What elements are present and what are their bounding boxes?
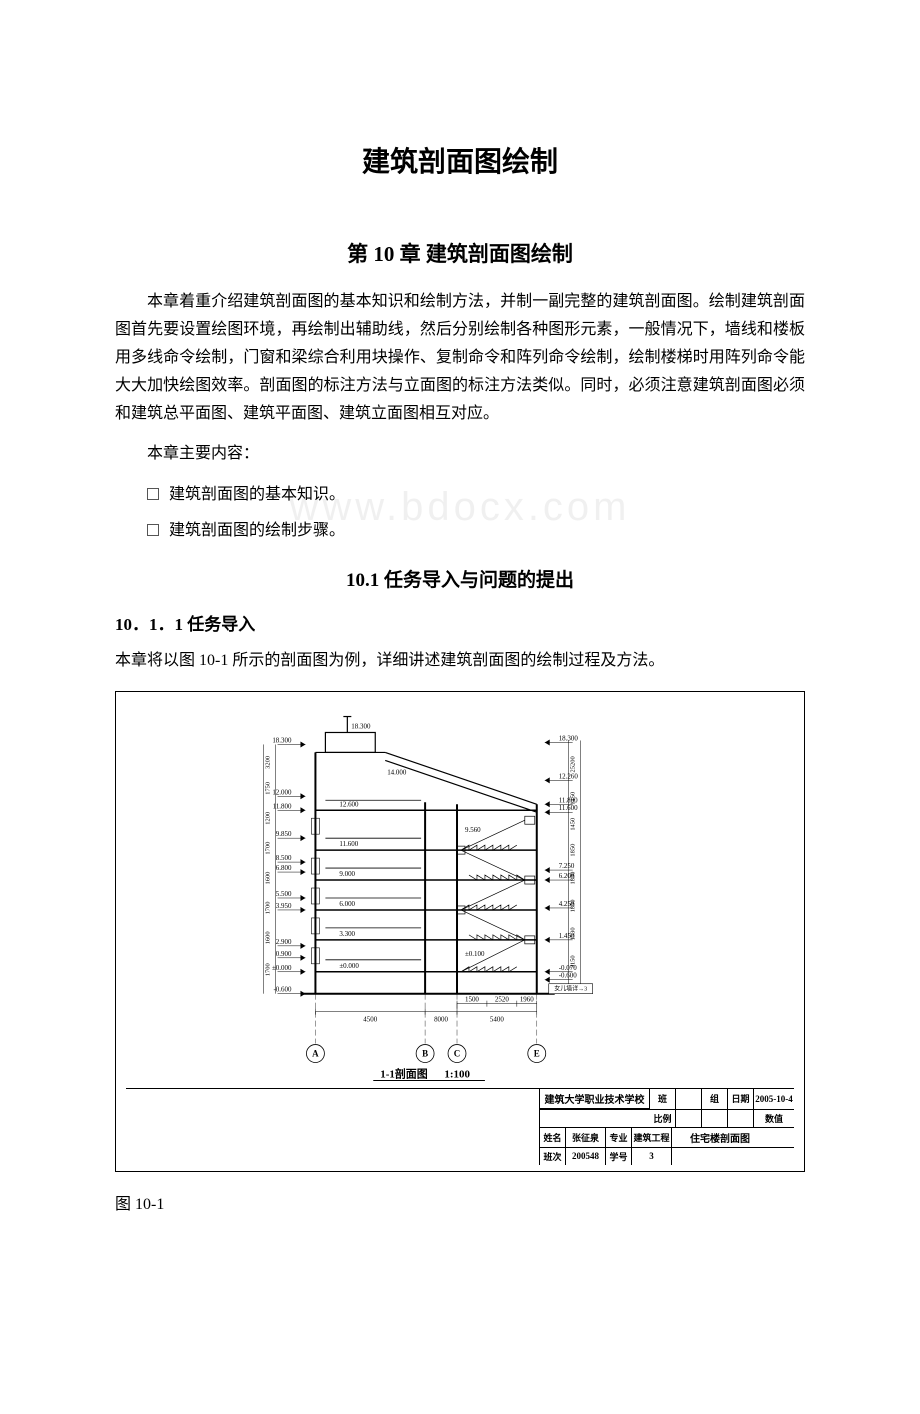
elevation-label: 9.850 (276, 830, 292, 838)
intro-paragraph: 本章着重介绍建筑剖面图的基本知识和绘制方法，并制一副完整的建筑剖面图。绘制建筑剖… (115, 288, 805, 428)
svg-text:12.600: 12.600 (339, 800, 359, 808)
elevation-label: 2.900 (276, 938, 292, 946)
dim-vertical: 25200 (570, 756, 577, 772)
figure-caption: 图 10-1 (115, 1190, 805, 1214)
elevation-label: ±0.000 (272, 964, 292, 972)
elevation-label: 0.900 (276, 950, 292, 958)
elevation-label: 3.950 (276, 902, 292, 910)
drawing-title: 1-1剖面图 (380, 1066, 428, 1080)
bullet-marker-icon (147, 524, 159, 536)
elevation-label: 5.500 (276, 890, 292, 898)
figure-frame: 18.30012.00011.8009.8508.5006.8005.5003.… (115, 691, 805, 1172)
tb-label: 专业 (606, 1128, 632, 1147)
tb-label: 比例 (650, 1110, 676, 1127)
elevation-label: 8.500 (276, 854, 292, 862)
svg-text:9.560: 9.560 (465, 826, 481, 834)
axis-label-b: B (422, 1048, 428, 1058)
document-main-title: 建筑剖面图绘制 (115, 140, 805, 180)
dim-vertical: 1450 (570, 792, 577, 805)
dim-vertical: 1530 (570, 927, 577, 940)
tb-label: 学号 (606, 1148, 632, 1165)
svg-text:14.000: 14.000 (387, 768, 407, 776)
tb-value (676, 1089, 702, 1109)
dim-bottom: 2520 (495, 995, 509, 1003)
dim-bottom: 1960 (520, 995, 534, 1003)
dim-bottom: 8000 (434, 1015, 448, 1023)
dim-vertical: 1450 (570, 818, 577, 831)
dim-bottom: 4500 (363, 1015, 377, 1023)
elevation-label: 6.800 (276, 864, 292, 872)
tb-value: 张征泉 (566, 1128, 606, 1147)
subsection-intro: 本章将以图 10-1 所示的剖面图为例，详细讲述建筑剖面图的绘制过程及方法。 (115, 647, 805, 675)
elevation-label: 18.300 (272, 736, 292, 744)
section-drawing: 18.30012.00011.8009.8508.5006.8005.5003.… (126, 704, 794, 1084)
elevation-label: 12.000 (272, 788, 292, 796)
chapter-title: 第 10 章 建筑剖面图绘制 (115, 238, 805, 268)
elevation-label: -0.600 (273, 985, 292, 993)
elevation-label: 7.250 (559, 862, 575, 870)
contents-label: 本章主要内容： (115, 440, 805, 468)
dim-vertical: 1700 (265, 901, 272, 914)
dim-vertical: 3150 (570, 955, 577, 968)
dim-vertical: 1200 (265, 812, 272, 825)
svg-text:11.600: 11.600 (339, 840, 358, 848)
axis-label-a: A (312, 1048, 319, 1058)
dim-vertical: 1600 (265, 871, 272, 884)
section-drawing-svg: 18.30012.00011.8009.8508.5006.8005.5003.… (126, 704, 794, 1084)
axis-label-e: E (534, 1048, 540, 1058)
tb-label: 组 (702, 1089, 728, 1109)
bullet-marker-icon (147, 488, 159, 500)
title-block: 建筑大学职业技术学校 班 组 日期 2005-10-4 比例 数值 姓名 (126, 1088, 794, 1165)
tb-value: 3 (632, 1148, 672, 1165)
tb-sheet-name: 住宅楼剖面图 (672, 1128, 768, 1147)
tb-label: 日期 (728, 1089, 754, 1109)
floor-label: ±0.000 (339, 962, 359, 970)
bullet-item: 建筑剖面图的基本知识。 (147, 480, 805, 510)
bullet-text: 建筑剖面图的绘制步骤。 (169, 522, 345, 539)
subsection-heading: 10．1．1 任务导入 (115, 610, 805, 635)
bullet-text: 建筑剖面图的基本知识。 (169, 486, 345, 503)
dim-vertical: 1750 (265, 782, 272, 795)
tb-label: 数值 (754, 1110, 794, 1127)
svg-text:±0.100: ±0.100 (465, 950, 485, 958)
tb-label: 班次 (540, 1148, 566, 1165)
dim-vertical: 1850 (570, 899, 577, 912)
drawing-scale: 1:100 (444, 1068, 470, 1080)
dim-vertical: 1830 (570, 871, 577, 884)
elevation-label: -0.600 (559, 972, 578, 980)
svg-text:1-1剖面图 1:100: 1-1剖面图 1:100 (380, 1066, 470, 1080)
dim-vertical: 1850 (570, 843, 577, 856)
axis-label-c: C (454, 1048, 460, 1058)
tb-label: 班 (650, 1089, 676, 1109)
dim-bottom: 5400 (490, 1015, 504, 1023)
svg-text:18.300: 18.300 (351, 722, 371, 730)
note-label: 女儿墙详→3 (554, 984, 587, 992)
dim-vertical: 1700 (265, 841, 272, 854)
dim-vertical: 1600 (265, 931, 272, 944)
bullet-item: 建筑剖面图的绘制步骤。 (147, 516, 805, 546)
svg-text:3.300: 3.300 (339, 930, 355, 938)
tb-label: 姓名 (540, 1128, 566, 1147)
svg-text:9.000: 9.000 (339, 870, 355, 878)
svg-text:6.000: 6.000 (339, 900, 355, 908)
tb-value: 200548 (566, 1148, 606, 1165)
tb-value: 2005-10-4 (754, 1089, 794, 1109)
dim-vertical: 1700 (265, 963, 272, 976)
tb-value: 建筑工程 (632, 1128, 672, 1147)
section-heading: 10.1 任务导入与问题的提出 (115, 565, 805, 592)
dim-bottom: 1500 (465, 995, 479, 1003)
dim-vertical: 3200 (265, 756, 272, 769)
tb-institution: 建筑大学职业技术学校 (540, 1089, 650, 1109)
